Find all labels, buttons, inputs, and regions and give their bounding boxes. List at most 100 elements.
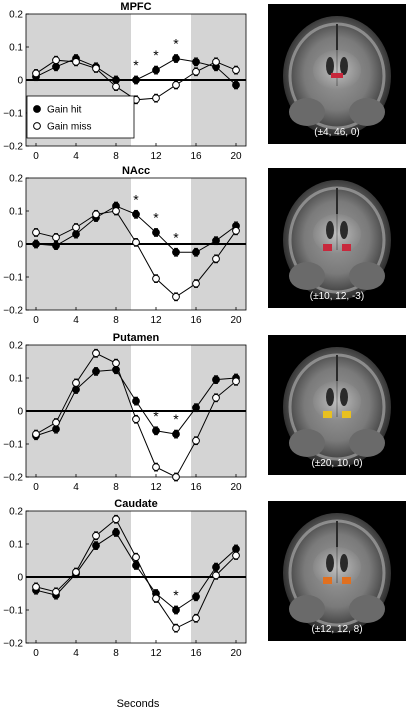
roi-mark-right [342,411,351,418]
gain-miss-point [172,624,180,633]
temporal-left [289,429,325,457]
significance-asterisk: * [153,209,159,225]
gain-hit-point [92,367,100,376]
gain-miss-point [52,587,60,596]
legend-gain-hit-marker [33,105,41,113]
panel-title: Putamen [113,332,160,344]
y-tick-label: 0 [17,76,23,87]
x-tick-label: 4 [73,648,79,659]
x-tick-label: 16 [190,151,202,162]
legend-gain-miss-label: Gain miss [47,122,91,133]
brain-coordinate-label: (±20, 10, 0) [311,458,362,469]
x-tick-label: 20 [230,315,242,326]
gain-miss-point [72,223,80,232]
gain-miss-point [132,553,140,562]
gain-hit-point [212,236,220,245]
gain-miss-point [192,436,200,445]
temporal-right [349,98,385,126]
brain-coordinate-label: (±12, 12, 8) [311,624,362,635]
gain-miss-point [72,568,80,576]
gain-hit-point [192,248,200,257]
white-matter [313,214,361,254]
x-tick-label: 0 [33,482,39,493]
white-matter [313,547,361,587]
roi-mark-left [323,244,332,251]
significance-asterisk: * [133,191,139,207]
temporal-left [289,595,325,623]
y-tick-label: 0.1 [9,207,23,218]
gain-hit-point [172,430,180,439]
temporal-left [289,98,325,126]
brain-image: (±12, 12, 8) [268,501,406,641]
gain-hit-point [132,76,140,84]
y-tick-label: −0.1 [3,440,23,451]
gain-hit-point [192,57,200,66]
gain-miss-point [212,57,220,66]
y-tick-label: 0.2 [9,10,23,21]
gain-miss-point [192,614,200,623]
gain-miss-point [112,359,120,368]
gain-hit-point [32,240,40,248]
ventricle-left [326,388,334,406]
gain-miss-point [232,226,240,235]
x-tick-label: 0 [33,151,39,162]
gain-miss-point [52,56,60,65]
gain-miss-point [152,94,160,103]
y-tick-label: 0.1 [9,540,23,551]
x-tick-label: 12 [150,482,162,493]
y-tick-label: −0.2 [3,142,23,153]
ventricle-right [340,388,348,406]
y-tick-label: −0.2 [3,639,23,650]
gain-miss-point [232,66,240,74]
roi-mark-left [323,577,332,584]
gain-miss-point [92,349,100,358]
gain-hit-point [92,541,100,550]
gain-miss-point [112,207,120,215]
y-tick-label: 0.1 [9,43,23,54]
brain-image: (±4, 46, 0) [268,4,406,144]
panel-mpfc: MPFC−0.2−0.100.10.20 4 8 12 16 20***Gain hitG… [3,1,406,162]
y-tick-label: 0.2 [9,174,23,185]
roi-mark-right [342,244,351,251]
white-matter [313,50,361,90]
gain-hit-point [212,375,220,384]
temporal-right [349,429,385,457]
significance-asterisk: * [153,47,159,63]
significance-asterisk: * [173,587,179,603]
white-matter [313,381,361,421]
y-tick-label: 0 [17,240,23,251]
gain-miss-point [72,379,80,387]
x-axis-title: Seconds [117,698,160,710]
brain-coordinate-label: (±10, 12, -3) [310,291,364,302]
gain-hit-point [192,592,200,601]
legend-box [26,95,135,139]
x-tick-label: 20 [230,151,242,162]
gain-hit-point [212,563,220,571]
gain-hit-point [172,606,180,614]
x-tick-label: 8 [113,482,119,493]
gain-hit-point [152,228,160,237]
gain-miss-point [192,279,200,288]
ventricle-right [340,221,348,239]
gain-hit-point [172,248,180,257]
legend-gain-hit-label: Gain hit [47,105,82,116]
y-tick-label: −0.1 [3,273,23,284]
gain-miss-point [232,551,240,560]
gain-miss-point [232,377,240,386]
gain-hit-point [132,397,140,406]
significance-asterisk: * [173,36,179,52]
gain-hit-point [152,426,160,435]
significance-asterisk: * [173,411,179,427]
x-tick-label: 8 [113,315,119,326]
x-tick-label: 20 [230,648,242,659]
gain-miss-point [132,238,140,247]
gain-miss-point [32,228,40,237]
brain-image: (±20, 10, 0) [268,335,406,475]
roi-mark-right [342,577,351,584]
temporal-right [349,595,385,623]
gain-miss-point [52,418,60,427]
gain-hit-point [132,561,140,570]
y-tick-label: −0.2 [3,473,23,484]
y-tick-label: −0.1 [3,109,23,120]
